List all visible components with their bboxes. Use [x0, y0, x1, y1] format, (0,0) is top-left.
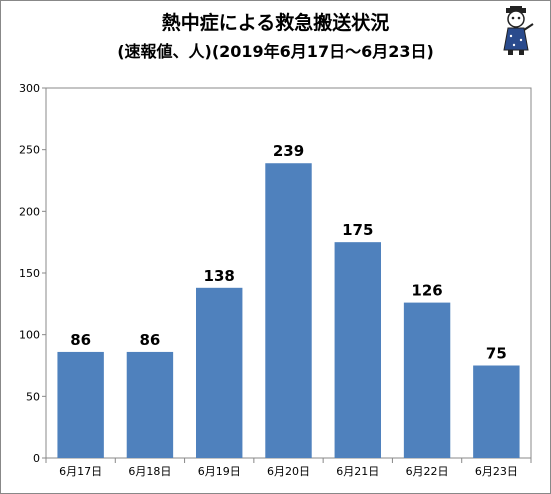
x-tick-label: 6月18日 — [128, 465, 171, 478]
y-tick-label: 150 — [19, 267, 40, 280]
data-label: 138 — [204, 267, 235, 285]
bar — [334, 242, 381, 458]
x-tick-label: 6月19日 — [198, 465, 241, 478]
x-tick-label: 6月22日 — [406, 465, 449, 478]
x-tick-label: 6月21日 — [336, 465, 379, 478]
y-tick-label: 100 — [19, 329, 40, 342]
bar — [57, 351, 104, 458]
bar — [403, 302, 451, 458]
x-tick-label: 6月23日 — [475, 465, 518, 478]
y-tick-label: 300 — [19, 82, 40, 95]
chart-subtitle: (速報値、人)(2019年6月17日～6月23日) — [117, 42, 434, 61]
chart-title: 熱中症による救急搬送状況 — [161, 12, 390, 34]
data-label: 239 — [273, 142, 304, 160]
y-tick-label: 0 — [33, 452, 40, 465]
bar — [265, 163, 312, 458]
bar — [473, 365, 520, 458]
data-label: 86 — [139, 331, 160, 349]
x-tick-label: 6月17日 — [59, 465, 102, 478]
y-tick-label: 200 — [19, 205, 40, 218]
bar — [126, 351, 174, 458]
mascot-icon — [503, 6, 534, 55]
data-label: 75 — [486, 345, 507, 363]
y-tick-label: 50 — [26, 390, 40, 403]
x-tick-label: 6月20日 — [267, 465, 310, 478]
data-label: 86 — [70, 331, 91, 349]
y-tick-label: 250 — [19, 144, 40, 157]
data-label: 126 — [411, 282, 442, 300]
bar — [196, 287, 243, 458]
data-label: 175 — [342, 221, 373, 239]
